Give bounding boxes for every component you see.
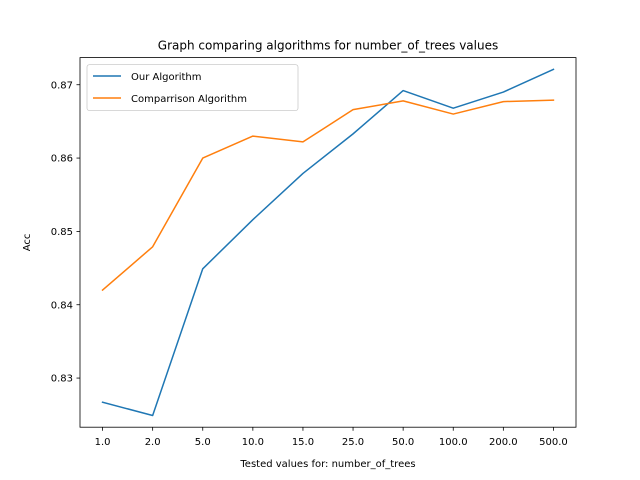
plot-area-frame bbox=[79, 57, 577, 428]
legend-box bbox=[86, 64, 299, 111]
y-axis-label: Acc bbox=[22, 234, 33, 252]
y-tick-label: 0.85 bbox=[51, 227, 73, 238]
y-tick-label: 0.83 bbox=[51, 374, 73, 385]
series-line-our-algorithm bbox=[101, 68, 555, 417]
x-tick-label: 2.0 bbox=[145, 437, 161, 448]
x-tick-label: 200.0 bbox=[489, 437, 518, 448]
chart-title: Graph comparing algorithms for number_of… bbox=[158, 39, 498, 53]
x-tick-label: 50.0 bbox=[392, 437, 414, 448]
y-axis: 0.83 0.84 0.85 0.86 0.87 bbox=[51, 80, 80, 385]
y-tick-label: 0.86 bbox=[51, 154, 73, 165]
legend-label-our-algorithm: Our Algorithm bbox=[131, 72, 201, 83]
series-lines bbox=[101, 68, 555, 417]
legend: Our Algorithm Comparrison Algorithm bbox=[86, 64, 299, 111]
x-tick-label: 100.0 bbox=[439, 437, 468, 448]
x-tick-label: 500.0 bbox=[539, 437, 568, 448]
x-tick-label: 1.0 bbox=[95, 437, 111, 448]
x-tick-label: 25.0 bbox=[342, 437, 364, 448]
x-axis: 1.0 2.0 5.0 10.0 15.0 25.0 50.0 100.0 200.0 500.0 bbox=[95, 427, 568, 448]
y-tick-label: 0.84 bbox=[51, 300, 73, 311]
legend-label-comparrison-algorithm: Comparrison Algorithm bbox=[131, 94, 247, 105]
x-tick-label: 5.0 bbox=[195, 437, 211, 448]
y-tick-label: 0.87 bbox=[51, 80, 73, 91]
x-tick-label: 10.0 bbox=[242, 437, 264, 448]
x-tick-label: 15.0 bbox=[292, 437, 314, 448]
x-axis-label: Tested values for: number_of_trees bbox=[239, 459, 415, 470]
series-line-comparrison-algorithm bbox=[101, 99, 555, 292]
